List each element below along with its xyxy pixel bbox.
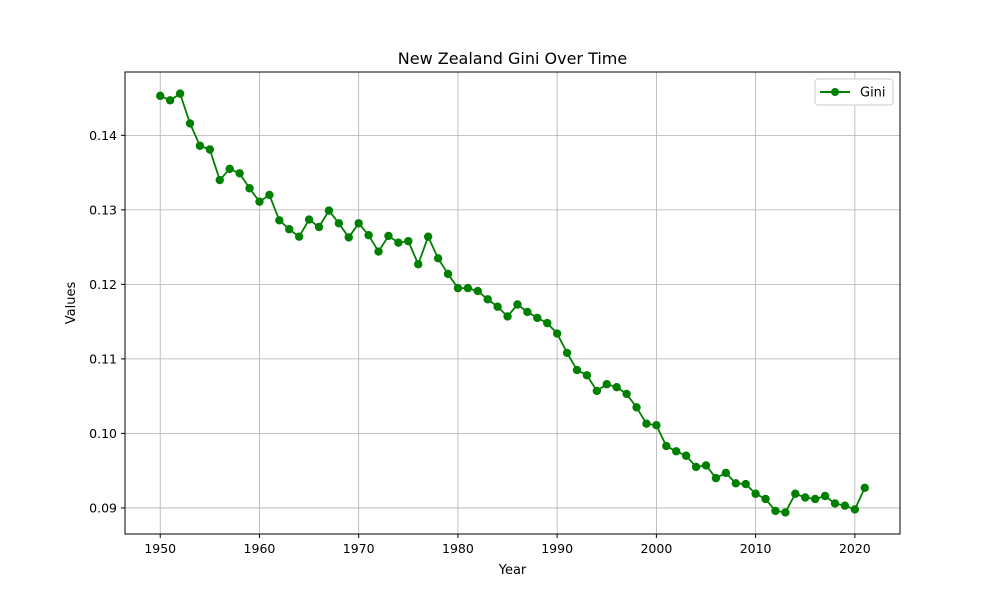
chart-title: New Zealand Gini Over Time: [398, 49, 627, 68]
data-point: [672, 447, 681, 456]
data-point: [473, 286, 482, 296]
data-point: [632, 403, 641, 412]
x-tick-label: 2020: [839, 541, 871, 556]
data-point: [721, 468, 731, 478]
data-point: [691, 462, 701, 472]
data-point: [304, 215, 314, 224]
x-tick-label: 1980: [442, 541, 474, 556]
data-point: [245, 184, 254, 193]
data-point: [404, 236, 413, 246]
data-point: [761, 494, 770, 504]
data-point: [453, 283, 463, 293]
data-point: [324, 206, 334, 215]
data-point: [513, 300, 522, 309]
data-point: [612, 383, 621, 392]
data-point: [235, 169, 244, 178]
data-point: [523, 307, 532, 317]
data-point: [741, 479, 750, 489]
y-tick-label: 0.09: [89, 500, 117, 515]
data-point: [572, 365, 582, 375]
data-point: [830, 499, 840, 508]
legend-label: Gini: [860, 86, 886, 101]
data-point: [414, 260, 423, 269]
data-point: [344, 233, 353, 242]
plot-area-frame: [124, 71, 901, 535]
data-point: [751, 489, 760, 498]
axis-ticks: 1950 1960 1970 1980 1990 2000 2010 2020 0.09 0.10…: [89, 128, 871, 556]
data-point: [562, 348, 572, 358]
x-tick-label: 2010: [740, 541, 772, 556]
data-point: [781, 508, 790, 517]
x-tick-label: 1950: [144, 541, 176, 556]
data-point: [543, 318, 552, 328]
data-point: [433, 254, 443, 263]
data-point: [165, 96, 175, 105]
data-point: [592, 386, 602, 396]
x-tick-label: 1990: [541, 541, 573, 556]
data-point: [582, 371, 592, 380]
data-point: [701, 461, 711, 470]
data-point: [265, 190, 274, 200]
data-point: [175, 89, 185, 98]
series-layer: [156, 89, 869, 517]
data-point: [820, 491, 830, 501]
data-point: [652, 421, 661, 430]
data-point: [850, 505, 860, 514]
data-point: [314, 222, 324, 232]
y-tick-label: 0.12: [89, 277, 117, 292]
data-point: [285, 225, 294, 234]
data-point: [205, 145, 215, 154]
data-point: [731, 479, 740, 488]
data-point: [384, 231, 393, 241]
data-point: [602, 380, 611, 389]
data-point: [552, 329, 562, 338]
data-point: [423, 232, 433, 241]
x-tick-label: 1960: [244, 541, 276, 556]
data-point: [195, 141, 205, 150]
y-tick-label: 0.10: [89, 426, 117, 441]
x-axis-label: Year: [498, 563, 527, 578]
data-point: [681, 451, 691, 460]
data-point: [294, 232, 304, 241]
y-axis-label: Values: [64, 282, 79, 325]
data-point: [215, 175, 224, 185]
data-point: [185, 119, 195, 128]
data-point: [334, 219, 344, 228]
data-point: [642, 419, 651, 428]
data-point: [711, 473, 721, 483]
data-point: [463, 283, 473, 293]
data-point: [771, 506, 780, 516]
data-point: [374, 247, 383, 256]
data-point: [225, 164, 234, 174]
y-tick-label: 0.13: [89, 202, 117, 217]
data-point: [503, 312, 512, 321]
data-point: [860, 483, 869, 492]
data-point: [255, 197, 264, 206]
data-point: [364, 230, 373, 240]
data-point: [394, 238, 403, 247]
grid: [125, 72, 900, 534]
legend: Gini: [814, 78, 894, 106]
data-point: [810, 494, 820, 504]
y-tick-label: 0.11: [89, 351, 117, 366]
legend-marker: [831, 88, 839, 96]
legend-box: [814, 78, 894, 106]
x-tick-label: 2000: [640, 541, 672, 556]
data-point: [354, 219, 363, 228]
data-point: [791, 489, 800, 498]
data-point: [275, 216, 284, 225]
data-point: [483, 295, 492, 304]
data-point: [493, 302, 502, 311]
data-point: [840, 501, 850, 510]
x-tick-label: 1970: [343, 541, 375, 556]
data-point: [622, 389, 631, 399]
data-point: [443, 269, 453, 279]
y-tick-label: 0.14: [89, 128, 117, 143]
data-point: [156, 91, 165, 101]
data-point: [801, 493, 810, 502]
data-point: [533, 313, 542, 323]
data-point: [662, 441, 671, 451]
